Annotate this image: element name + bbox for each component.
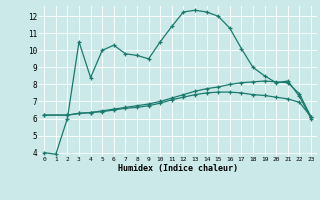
X-axis label: Humidex (Indice chaleur): Humidex (Indice chaleur)	[118, 164, 238, 173]
